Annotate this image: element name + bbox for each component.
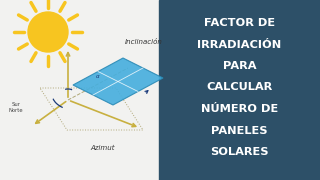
Text: Sur
Norte: Sur Norte — [9, 102, 23, 113]
Bar — [0, 0, 159, 180]
Polygon shape — [73, 58, 163, 105]
Text: PARA: PARA — [223, 61, 256, 71]
Text: SOLARES: SOLARES — [210, 147, 269, 157]
Bar — [159, 0, 320, 180]
Text: Azimut: Azimut — [90, 145, 115, 151]
Text: CALCULAR: CALCULAR — [206, 82, 273, 93]
Text: IRRADIACIÓN: IRRADIACIÓN — [197, 39, 282, 50]
Text: Inclinación: Inclinación — [125, 39, 163, 45]
Circle shape — [28, 12, 68, 52]
Text: α: α — [96, 74, 100, 79]
Text: PANELES: PANELES — [211, 125, 268, 136]
Text: NÚMERO DE: NÚMERO DE — [201, 104, 278, 114]
Text: FACTOR DE: FACTOR DE — [204, 18, 275, 28]
